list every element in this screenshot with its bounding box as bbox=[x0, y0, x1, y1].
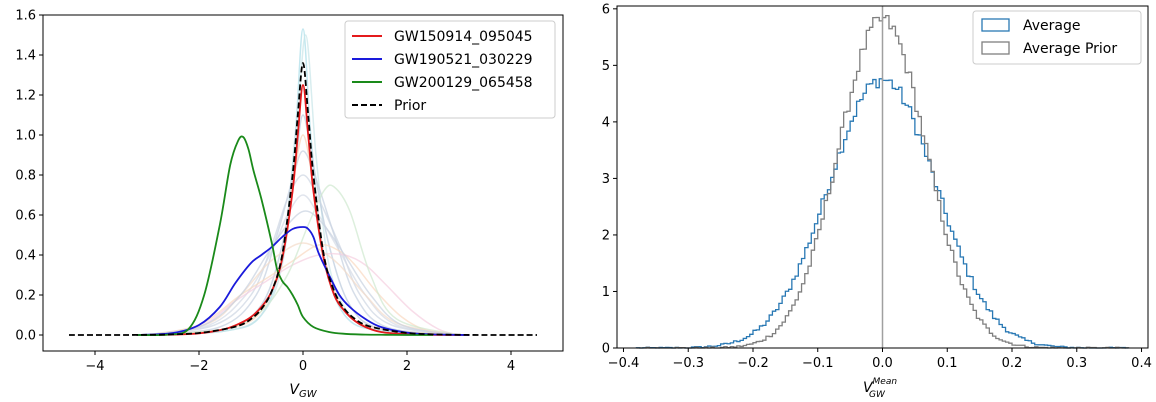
x-tick-label: 0 bbox=[299, 359, 307, 374]
legend-label-2: GW190521_030229 bbox=[394, 52, 533, 68]
x-tick-label: 0.2 bbox=[1002, 356, 1023, 371]
x-tick-label: 0.0 bbox=[872, 356, 893, 371]
series-line-1 bbox=[136, 84, 470, 336]
y-tick-label: 0.6 bbox=[15, 209, 36, 224]
x-tick-label: 0.1 bbox=[937, 356, 958, 371]
x-tick-label: −0.3 bbox=[672, 356, 704, 371]
y-tick-label: 1.4 bbox=[15, 49, 36, 64]
background-series-line bbox=[146, 150, 460, 336]
y-tick-label: 0.8 bbox=[15, 169, 36, 184]
y-tick-label: 1.0 bbox=[15, 129, 36, 144]
x-axis-label-main: V bbox=[289, 382, 300, 398]
legend-right: Average Average Prior bbox=[972, 10, 1142, 65]
x-axis-label-left: VGW bbox=[289, 382, 317, 400]
chart-left-kde: −4 −2 0 2 4 0.0 0.2 0.4 0.6 0.8 1.0 1.2 1.4 1.6 VGW G… bbox=[15, 9, 564, 400]
x-axis-label-superscript: Mean bbox=[873, 377, 898, 387]
background-series-line bbox=[146, 134, 460, 336]
y-tick-label: 1.6 bbox=[15, 9, 36, 24]
chart-right-histogram: −0.4 −0.3 −0.2 −0.1 0.0 0.1 0.2 0.3 0.4 0 1 2 3 4 5 6 V… bbox=[602, 2, 1152, 400]
legend-box-right bbox=[972, 10, 1142, 65]
y-tick-label: 3 bbox=[602, 172, 610, 187]
tick-group: −0.4 −0.3 −0.2 −0.1 0.0 0.1 0.2 0.3 0.4 0 1 2 3 4 5 6 bbox=[602, 2, 1152, 371]
x-tick-label: 0.4 bbox=[1131, 356, 1152, 371]
series-line-3 bbox=[136, 135, 434, 337]
y-tick-label: 1 bbox=[602, 285, 610, 300]
y-tick-label: 0 bbox=[602, 342, 610, 357]
legend-left: GW150914_095045 GW190521_030229 GW200129_0… bbox=[344, 20, 556, 119]
series-line-4 bbox=[68, 62, 538, 336]
x-tick-label: 2 bbox=[403, 359, 411, 374]
y-tick-label: 6 bbox=[602, 2, 610, 17]
y-tick-label: 4 bbox=[602, 115, 610, 130]
y-tick-label: 5 bbox=[602, 59, 610, 74]
background-series-line bbox=[146, 194, 460, 336]
y-tick-label: 2 bbox=[602, 228, 610, 243]
x-axis-label-subscript: GW bbox=[869, 390, 886, 400]
legend-swatch-1 bbox=[981, 18, 1010, 32]
x-axis-label-right: VMean GW bbox=[863, 377, 897, 400]
y-tick-label: 0.2 bbox=[15, 289, 36, 304]
x-tick-label: −4 bbox=[85, 359, 104, 374]
legend-label-2: Average Prior bbox=[1023, 41, 1117, 57]
y-tick-label: 0.4 bbox=[15, 249, 36, 264]
background-series-line bbox=[146, 114, 460, 336]
legend-label-1: Average bbox=[1023, 18, 1081, 34]
x-axis-label-main: V bbox=[863, 380, 874, 396]
x-tick-label: −0.1 bbox=[802, 356, 834, 371]
legend-label-4: Prior bbox=[394, 98, 426, 114]
background-series-line bbox=[146, 174, 460, 336]
legend-swatch-2 bbox=[981, 41, 1010, 55]
x-tick-label: −0.4 bbox=[608, 356, 640, 371]
x-tick-label: 0.3 bbox=[1066, 356, 1087, 371]
series-line-2 bbox=[136, 226, 470, 336]
legend-box-left bbox=[344, 20, 556, 119]
x-tick-label: −0.2 bbox=[737, 356, 769, 371]
histogram-step-1 bbox=[635, 78, 1129, 349]
x-tick-label: 4 bbox=[507, 359, 515, 374]
legend-label-1: GW150914_095045 bbox=[394, 29, 533, 45]
series-group bbox=[68, 62, 538, 337]
y-tick-label: 0.0 bbox=[15, 329, 36, 344]
tick-group: −4 −2 0 2 4 0.0 0.2 0.4 0.6 0.8 1.0 1.2 1.4 1.6 bbox=[15, 9, 515, 375]
y-tick-label: 1.2 bbox=[15, 89, 36, 104]
legend-label-3: GW200129_065458 bbox=[394, 75, 533, 91]
background-series-line bbox=[146, 210, 460, 336]
x-tick-label: −2 bbox=[189, 359, 208, 374]
x-axis-label-subscript: GW bbox=[299, 389, 318, 400]
